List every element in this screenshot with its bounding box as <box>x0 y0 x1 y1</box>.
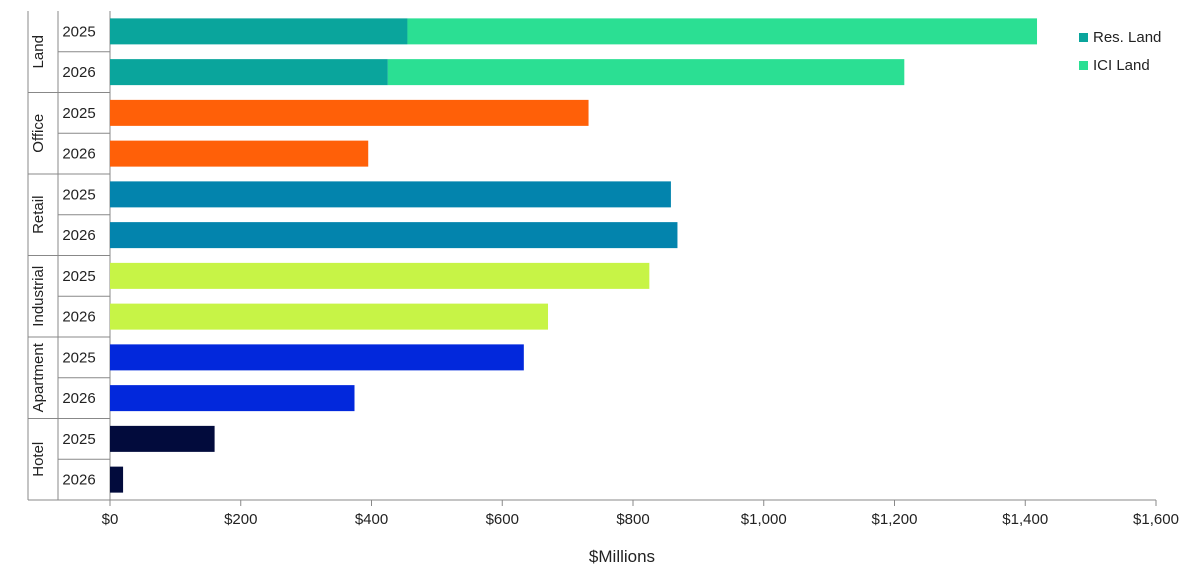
group-label: Retail <box>30 196 47 234</box>
bar <box>110 425 215 452</box>
x-tick-label: $0 <box>102 511 119 528</box>
bar <box>110 18 408 45</box>
year-label: 2025 <box>62 105 95 122</box>
bar <box>110 99 589 126</box>
x-tick-label: $400 <box>355 511 388 528</box>
legend-label: ICI Land <box>1093 57 1150 74</box>
x-axis-ticks: $0 $200 $400 $600 $800 $1,000 $1,200 $1,400 $1,6… <box>102 500 1179 528</box>
bar <box>110 262 650 289</box>
x-tick-label: $1,200 <box>872 511 918 528</box>
year-label: 2026 <box>62 472 95 489</box>
group-label: Land <box>30 35 47 68</box>
x-tick-label: $600 <box>486 511 519 528</box>
bar <box>110 140 369 167</box>
bar <box>110 466 124 493</box>
group-label: Industrial <box>30 266 47 327</box>
bar <box>110 181 671 208</box>
y-axis-labels: 2025 2026 Land 2025 2026 Office 2025 2026 Retail… <box>30 23 96 488</box>
legend-swatch <box>1079 61 1088 70</box>
legend: Res. Land ICI Land <box>1079 29 1161 74</box>
bar <box>110 385 355 412</box>
year-label: 2025 <box>62 268 95 285</box>
x-tick-label: $800 <box>616 511 649 528</box>
year-label: 2025 <box>62 431 95 448</box>
year-label: 2025 <box>62 186 95 203</box>
year-label: 2025 <box>62 349 95 366</box>
x-tick-label: $200 <box>224 511 257 528</box>
year-label: 2026 <box>62 227 95 244</box>
bar <box>110 59 388 86</box>
x-axis-title: $Millions <box>589 547 655 566</box>
year-label: 2026 <box>62 146 95 163</box>
group-label: Apartment <box>30 342 47 412</box>
x-tick-label: $1,000 <box>741 511 787 528</box>
x-tick-label: $1,600 <box>1133 511 1179 528</box>
x-tick-label: $1,400 <box>1002 511 1048 528</box>
legend-label: Res. Land <box>1093 29 1161 46</box>
bars <box>110 18 1038 493</box>
bar <box>407 18 1038 45</box>
year-label: 2026 <box>62 64 95 81</box>
group-label: Hotel <box>30 442 47 477</box>
year-label: 2025 <box>62 23 95 40</box>
year-label: 2026 <box>62 309 95 326</box>
axis-lines <box>27 11 1156 501</box>
bar <box>110 303 549 330</box>
bar <box>110 344 524 371</box>
legend-swatch <box>1079 33 1088 42</box>
group-label: Office <box>30 114 47 153</box>
year-label: 2026 <box>62 390 95 407</box>
bar <box>110 222 678 249</box>
bar <box>387 59 905 86</box>
